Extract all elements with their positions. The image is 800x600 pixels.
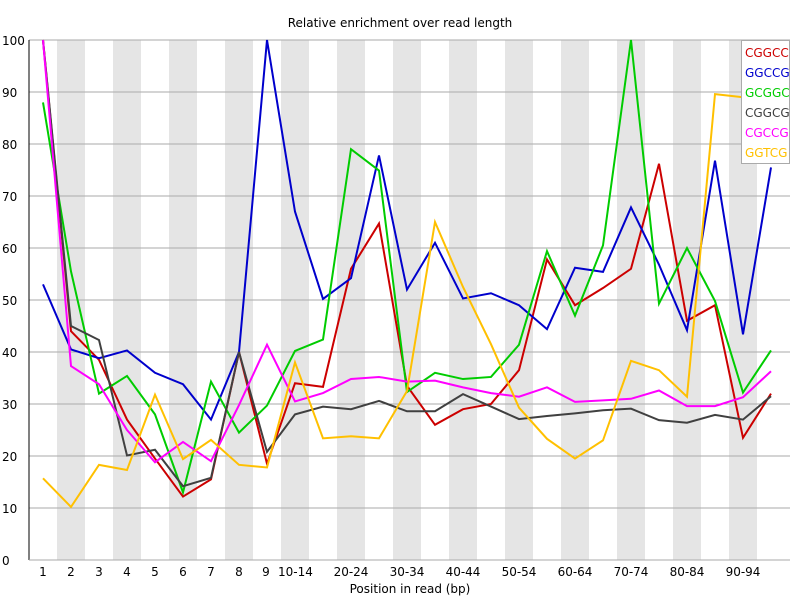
y-axis-tick-labels: 0 10 20 30 40 50 60 70 80 90 100 (2, 34, 25, 568)
x-tick-label: 4 (123, 565, 131, 579)
legend-item-ggccg: GGCCG (745, 66, 790, 80)
y-tick-label: 60 (2, 242, 17, 256)
legend: CGGCC GGCCG GCGGC CGGCG CGCCG GGTCG (741, 40, 790, 164)
y-tick-label: 50 (2, 294, 17, 308)
y-tick-label: 0 (2, 554, 10, 568)
y-tick-label: 70 (2, 190, 17, 204)
x-tick-label: 90-94 (726, 565, 761, 579)
x-tick-label: 50-54 (502, 565, 537, 579)
x-tick-label: 9 (262, 565, 270, 579)
x-tick-label: 2 (67, 565, 75, 579)
x-tick-label: 8 (235, 565, 243, 579)
x-tick-label: 7 (207, 565, 215, 579)
axes (28, 40, 790, 561)
legend-item-cggcc: CGGCC (745, 46, 789, 60)
chart-title: Relative enrichment over read length (287, 16, 513, 30)
y-tick-label: 10 (2, 502, 17, 516)
x-tick-label: 40-44 (446, 565, 481, 579)
x-tick-label: 6 (179, 565, 187, 579)
x-tick-label: 70-74 (614, 565, 649, 579)
x-tick-label: 5 (151, 565, 159, 579)
series-line-cggcg (42, 39, 772, 488)
x-tick-label: 80-84 (670, 565, 705, 579)
series-line-ggtcg (42, 92, 772, 509)
x-tick-label: 3 (95, 565, 103, 579)
y-tick-label: 90 (2, 86, 17, 100)
x-tick-label: 30-34 (390, 565, 425, 579)
x-axis-label: Position in read (bp) (349, 582, 471, 596)
gridlines (29, 39, 790, 509)
x-tick-label: 60-64 (558, 565, 593, 579)
series-line-cgccg (42, 39, 772, 464)
legend-item-gcggc: GCGGC (745, 86, 790, 100)
data-series-lines (42, 39, 772, 509)
y-tick-label: 40 (2, 346, 17, 360)
legend-item-ggtcg: GGTCG (745, 146, 788, 160)
y-tick-label: 30 (2, 398, 17, 412)
x-axis-tick-labels: 1 2 3 4 5 6 7 8 9 10-14 20-24 30-34 40-44 50-54 60-64 7… (39, 565, 760, 579)
x-tick-label: 10-14 (278, 565, 313, 579)
y-tick-label: 80 (2, 138, 17, 152)
series-line-ggccg (42, 39, 772, 422)
legend-item-cggcg: CGGCG (745, 106, 790, 120)
x-tick-label: 20-24 (334, 565, 369, 579)
legend-item-cgccg: CGCCG (745, 126, 789, 140)
y-tick-label: 20 (2, 450, 17, 464)
y-tick-label: 100 (2, 34, 25, 48)
x-tick-label: 1 (39, 565, 47, 579)
